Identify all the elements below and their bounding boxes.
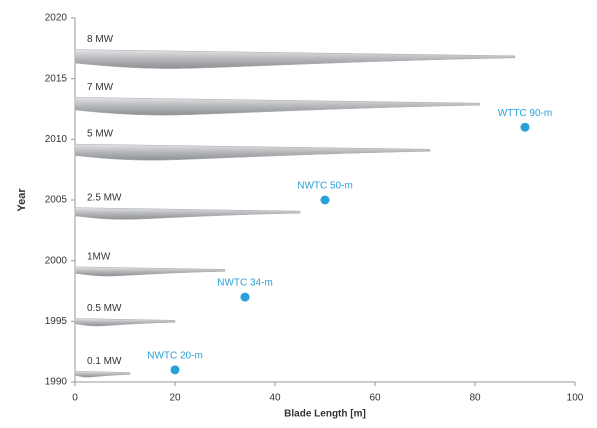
y-tick-label: 2020 (45, 13, 68, 24)
y-tick-label: 2010 (45, 134, 68, 145)
point (171, 365, 180, 374)
blade-label: 0.5 MW (87, 303, 122, 314)
blade-label: 1MW (87, 251, 111, 262)
blade-label: 7 MW (87, 82, 114, 93)
point-label: NWTC 20-m (147, 351, 203, 362)
y-tick-label: 1995 (45, 316, 68, 327)
point (321, 196, 330, 205)
x-tick-label: 40 (269, 393, 281, 404)
point-label: WTTC 90-m (498, 108, 552, 119)
x-axis-title: Blade Length [m] (284, 409, 366, 420)
blade (75, 50, 515, 69)
x-tick-label: 0 (72, 393, 78, 404)
blade (75, 318, 175, 326)
blade-label: 8 MW (87, 34, 114, 45)
blade (75, 371, 130, 377)
blade (75, 144, 430, 160)
blade (75, 208, 300, 220)
y-tick-label: 1990 (45, 377, 68, 388)
x-tick-label: 20 (169, 393, 181, 404)
chart: Blade Length [m] Year 0 20 40 60 80 100 1990 19… (0, 0, 597, 428)
blade-label: 2.5 MW (87, 192, 122, 203)
point (521, 123, 530, 132)
blade-label: 5 MW (87, 129, 114, 140)
x-tick-label: 100 (567, 393, 584, 404)
point (241, 293, 250, 302)
x-tick-label: 60 (369, 393, 381, 404)
blade (75, 97, 480, 115)
x-tick-label: 80 (469, 393, 481, 404)
blade (75, 267, 225, 276)
point-label: NWTC 34-m (217, 278, 273, 289)
blade-label: 0.1 MW (87, 356, 122, 367)
point-label: NWTC 50-m (297, 181, 353, 192)
y-tick-label: 2015 (45, 73, 68, 84)
y-axis-title: Year (16, 188, 28, 212)
y-tick-label: 2000 (45, 255, 68, 266)
y-tick-label: 2005 (45, 195, 68, 206)
